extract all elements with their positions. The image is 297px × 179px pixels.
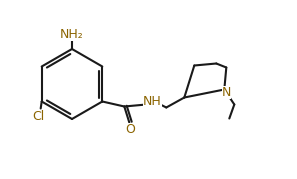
Text: NH₂: NH₂: [60, 28, 84, 40]
Text: O: O: [125, 123, 135, 136]
Text: NH: NH: [143, 95, 162, 108]
Text: N: N: [222, 86, 231, 99]
Text: Cl: Cl: [33, 110, 45, 123]
